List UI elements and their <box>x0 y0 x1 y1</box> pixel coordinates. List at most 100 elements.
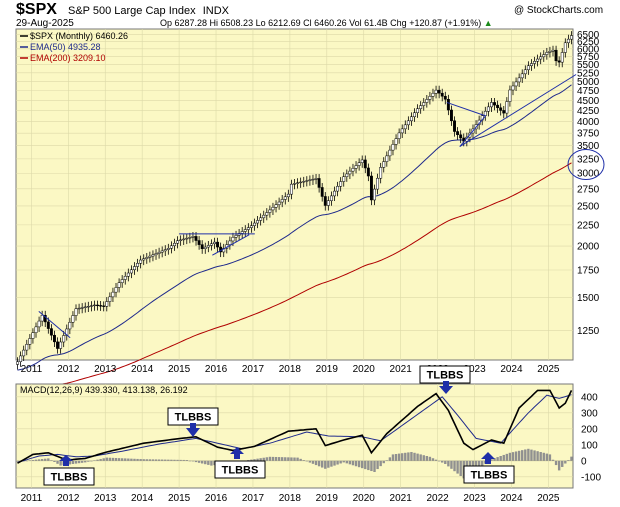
macd-histogram-bar <box>108 457 112 461</box>
symbol-title: $SPX <box>16 1 57 18</box>
candle-body <box>74 308 78 316</box>
candle-body <box>108 296 112 302</box>
candle-body <box>428 96 432 100</box>
tlbbs-callout-box <box>463 465 515 484</box>
candle-body <box>77 307 81 310</box>
candle-body <box>323 196 327 206</box>
macd-histogram-bar <box>351 460 355 466</box>
candle-body <box>114 287 118 293</box>
macd-histogram-bar <box>345 460 349 464</box>
macd-histogram-bar <box>188 460 192 462</box>
macd-histogram-bar <box>385 460 389 461</box>
candle-body <box>99 305 103 307</box>
macd-histogram-bar <box>290 457 293 461</box>
candle-body <box>419 105 423 109</box>
macd-panel: 400 300 200 100 0 -100 MACD(12,26,9) 439.330, … <box>15 365 601 489</box>
macd-histogram-bar <box>542 452 545 461</box>
year-tick-label: 2024 <box>500 493 523 504</box>
candle-body <box>28 338 32 345</box>
macd-histogram-bar <box>207 460 210 465</box>
candle-body <box>182 238 186 241</box>
candle-body <box>163 249 167 252</box>
candle-body <box>533 61 536 64</box>
price-tick-label: 1750 <box>577 265 600 276</box>
macd-histogram-bar <box>333 460 336 466</box>
year-tick-label: 2021 <box>390 493 413 504</box>
macd-histogram-bar <box>327 460 330 468</box>
legend-entry: EMA(50) 4935.28 <box>30 42 101 52</box>
candle-body <box>53 334 56 343</box>
macd-histogram-bar <box>59 460 62 466</box>
candle-body <box>536 58 540 62</box>
macd-histogram-bar <box>407 452 410 461</box>
candle-body <box>206 245 210 248</box>
macd-histogram-bar <box>564 460 567 464</box>
trendline-annotation <box>38 310 71 339</box>
macd-histogram-bar <box>490 459 493 461</box>
tlbbs-callout: TLBBS <box>463 452 515 484</box>
macd-histogram-bar <box>182 459 185 461</box>
macd-histogram-bar <box>47 458 50 461</box>
macd-histogram-bar <box>311 460 315 464</box>
candle-body <box>317 178 321 188</box>
macd-histogram-bar <box>561 460 564 467</box>
year-tick-label: 2014 <box>131 364 154 375</box>
macd-histogram-bar <box>428 456 432 461</box>
candle-body <box>213 241 216 245</box>
candle-body <box>259 217 263 221</box>
year-tick-label: 2023 <box>463 364 486 375</box>
tlbbs-callout: TLBBS <box>43 455 95 486</box>
trendline-annotation <box>212 234 250 256</box>
candle-body <box>530 63 533 66</box>
macd-histogram-bar <box>74 460 78 464</box>
candle-body <box>422 102 426 106</box>
candle-body <box>240 231 244 234</box>
price-tick-label: 3500 <box>577 141 600 152</box>
macd-histogram-bar <box>511 452 515 461</box>
year-tick-label: 2017 <box>242 493 265 504</box>
candle-body <box>360 159 364 163</box>
year-tick-label: 2025 <box>537 493 560 504</box>
candle-body <box>253 222 256 226</box>
candle-body <box>523 69 527 75</box>
macd-histogram-bar <box>481 460 484 466</box>
year-tick-label: 2014 <box>131 493 154 504</box>
macd-histogram-bar <box>204 460 207 465</box>
candle-body <box>228 240 232 245</box>
macd-histogram-bar <box>416 453 419 461</box>
price-tick-label: 3750 <box>577 129 600 140</box>
candle-body <box>339 181 343 187</box>
candle-body <box>486 106 490 112</box>
year-tick-label: 2013 <box>94 493 117 504</box>
price-tick-label: 2250 <box>577 220 600 231</box>
year-tick-label: 2019 <box>316 493 339 504</box>
macd-histogram-bar <box>508 452 512 461</box>
candle-body <box>376 177 380 190</box>
candle-body <box>449 109 453 122</box>
macd-histogram-bar <box>40 459 44 461</box>
year-tick-label: 2022 <box>426 493 449 504</box>
candle-body <box>133 266 136 271</box>
year-tick-label: 2018 <box>279 364 302 375</box>
macd-line <box>17 389 573 464</box>
macd-histogram-bar <box>34 459 38 461</box>
year-tick-label: 2011 <box>21 493 43 504</box>
year-tick-label: 2015 <box>168 493 191 504</box>
macd-histogram-bar <box>80 460 84 463</box>
candle-body <box>86 306 90 308</box>
candle-body <box>194 236 198 241</box>
candle-body <box>157 251 161 254</box>
candle-body <box>354 165 358 169</box>
candle-body <box>83 306 87 308</box>
candle-body <box>37 320 41 328</box>
candle-body <box>40 315 44 322</box>
macd-histogram-bar <box>37 459 41 461</box>
candle-body <box>305 180 309 182</box>
candle-body <box>314 178 318 180</box>
candle-body <box>43 315 47 323</box>
candle-body <box>68 321 72 330</box>
macd-histogram-bar <box>164 459 167 461</box>
macd-histogram-bar <box>441 460 444 463</box>
tlbbs-callout: TLBBS <box>167 407 219 437</box>
candle-body <box>216 241 220 248</box>
